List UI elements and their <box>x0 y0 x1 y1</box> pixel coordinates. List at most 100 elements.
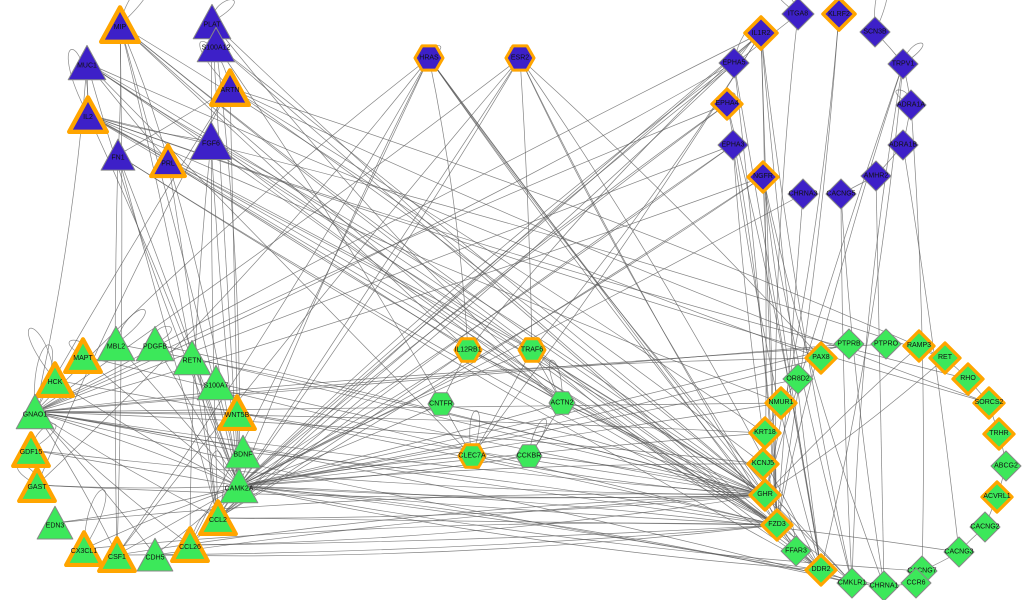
graph-edge <box>87 114 990 404</box>
graph-edge <box>36 484 766 499</box>
graph-edge <box>54 493 766 524</box>
graph-node-cacng5[interactable]: CACNG5 <box>825 178 857 210</box>
graph-node-epha4[interactable]: EPHA4 <box>709 86 746 123</box>
graph-edge <box>34 402 782 413</box>
graph-edge <box>238 349 469 487</box>
graph-edge <box>762 176 885 587</box>
graph-edge <box>116 24 123 556</box>
graph-node-cmklr1[interactable]: CMKLR1 <box>836 567 868 599</box>
graph-node-ptpro[interactable]: PTPRO <box>870 328 902 360</box>
graph-node-ccr6[interactable]: CCR6 <box>900 567 932 599</box>
graph-edge <box>189 57 430 546</box>
graph-edge <box>531 349 778 526</box>
graph-node-s100a12[interactable]: S100A12 <box>195 24 237 66</box>
graph-node-trpv1[interactable]: TRPV1 <box>887 48 919 80</box>
graph-node-ngfr[interactable]: NGFR <box>745 159 782 196</box>
graph-node-muc1[interactable]: MUC1 <box>66 42 108 84</box>
graph-edge <box>86 62 473 457</box>
graph-edge <box>774 13 799 526</box>
graph-edge <box>217 176 764 519</box>
graph-edge <box>238 103 728 487</box>
graph-edge <box>116 494 766 556</box>
graph-edge <box>238 463 764 487</box>
graph-self-loop-edge <box>549 360 563 404</box>
graph-node-scn3b[interactable]: SCN3B <box>859 16 891 48</box>
graph-node-cntfr[interactable]: CNTFR <box>427 390 455 418</box>
graph-edge <box>217 57 521 519</box>
graph-edge <box>116 524 778 556</box>
graph-edge <box>86 62 766 496</box>
graph-node-cacng3[interactable]: CACNG3 <box>943 536 975 568</box>
graph-edge <box>34 103 728 413</box>
graph-node-artn[interactable]: ARTN <box>206 64 255 113</box>
graph-edge <box>760 32 778 526</box>
graph-node-chrna1[interactable]: CHRNA1 <box>868 570 900 600</box>
graph-edge <box>229 87 990 404</box>
graph-edge <box>238 402 782 487</box>
graph-node-adra1a[interactable]: ADRA1A <box>895 89 927 121</box>
graph-edge <box>238 402 563 487</box>
graph-edge <box>762 176 778 526</box>
graph-edge <box>154 343 766 496</box>
graph-node-prl[interactable]: PRL <box>146 139 190 183</box>
graph-self-loop-edge <box>469 410 480 457</box>
graph-edge <box>34 343 850 413</box>
graph-node-chrna3[interactable]: CHRNA3 <box>787 178 819 210</box>
graph-node-clec7a[interactable]: CLEC7A <box>456 440 488 472</box>
graph-edge <box>238 485 885 587</box>
graph-node-epha3[interactable]: EPHA3 <box>717 129 749 161</box>
graph-edge <box>210 140 766 496</box>
graph-node-il12rb1[interactable]: IL12RB1 <box>452 334 484 366</box>
graph-node-esr2[interactable]: ESR2 <box>503 41 537 75</box>
graph-edge <box>154 494 766 556</box>
graph-node-fgf6[interactable]: FGF6 <box>188 118 234 164</box>
graph-node-gast[interactable]: GAST <box>14 462 60 508</box>
graph-node-il2[interactable]: IL2 <box>64 91 113 140</box>
graph-edge <box>238 378 799 487</box>
graph-edge <box>238 57 521 487</box>
graph-node-klrf2[interactable]: KLRF2 <box>819 0 858 34</box>
graph-edge <box>210 21 219 519</box>
graph-edge <box>215 382 766 496</box>
graph-edge <box>34 411 219 519</box>
graph-edge <box>34 411 240 487</box>
graph-node-cdh5[interactable]: CDH5 <box>135 535 175 575</box>
graph-edge <box>238 62 735 487</box>
graph-edge <box>34 176 764 413</box>
graph-edge <box>238 32 762 487</box>
graph-node-itga8[interactable]: ITGA8 <box>781 0 815 31</box>
graph-edge <box>211 21 778 526</box>
graph-node-hras[interactable]: HRAS <box>412 41 446 75</box>
graph-edge <box>167 160 219 519</box>
graph-node-pdgfb[interactable]: PDGFB <box>134 323 176 365</box>
graph-edge <box>840 193 853 584</box>
graph-node-wnt5b[interactable]: WNT5B <box>214 390 260 436</box>
graph-node-fn1[interactable]: FN1 <box>99 136 137 174</box>
graph-edge <box>851 63 904 584</box>
graph-edge <box>217 494 766 519</box>
graph-edge <box>34 411 764 465</box>
graph-self-loop-edge <box>210 450 225 519</box>
graph-node-csf1[interactable]: CSF1 <box>94 532 140 578</box>
graph-edge <box>34 411 766 496</box>
graph-edge <box>519 57 533 351</box>
graph-node-epha5[interactable]: EPHA5 <box>718 47 750 79</box>
graph-edge <box>86 62 563 404</box>
graph-node-trhr[interactable]: TRHR <box>981 416 1018 453</box>
graph-edge <box>191 357 766 496</box>
graph-node-amhr2[interactable]: AMHR2 <box>860 160 892 192</box>
graph-edge <box>242 451 778 526</box>
graph-node-ddr2[interactable]: DDR2 <box>803 552 840 589</box>
graph-edge <box>119 24 764 465</box>
graph-node-actn2[interactable]: ACTN2 <box>548 389 576 417</box>
graph-node-cckbr[interactable]: CCKBR <box>515 442 543 470</box>
graph-node-traf6[interactable]: TRAF6 <box>516 334 548 366</box>
graph-edge <box>30 449 240 487</box>
graph-self-loop-edge <box>115 309 146 345</box>
graph-node-acvrl1[interactable]: ACVRL1 <box>979 479 1016 516</box>
graph-node-adra1b[interactable]: ADRA1B <box>887 129 919 161</box>
graph-node-abcg2[interactable]: ABCG2 <box>990 450 1022 482</box>
